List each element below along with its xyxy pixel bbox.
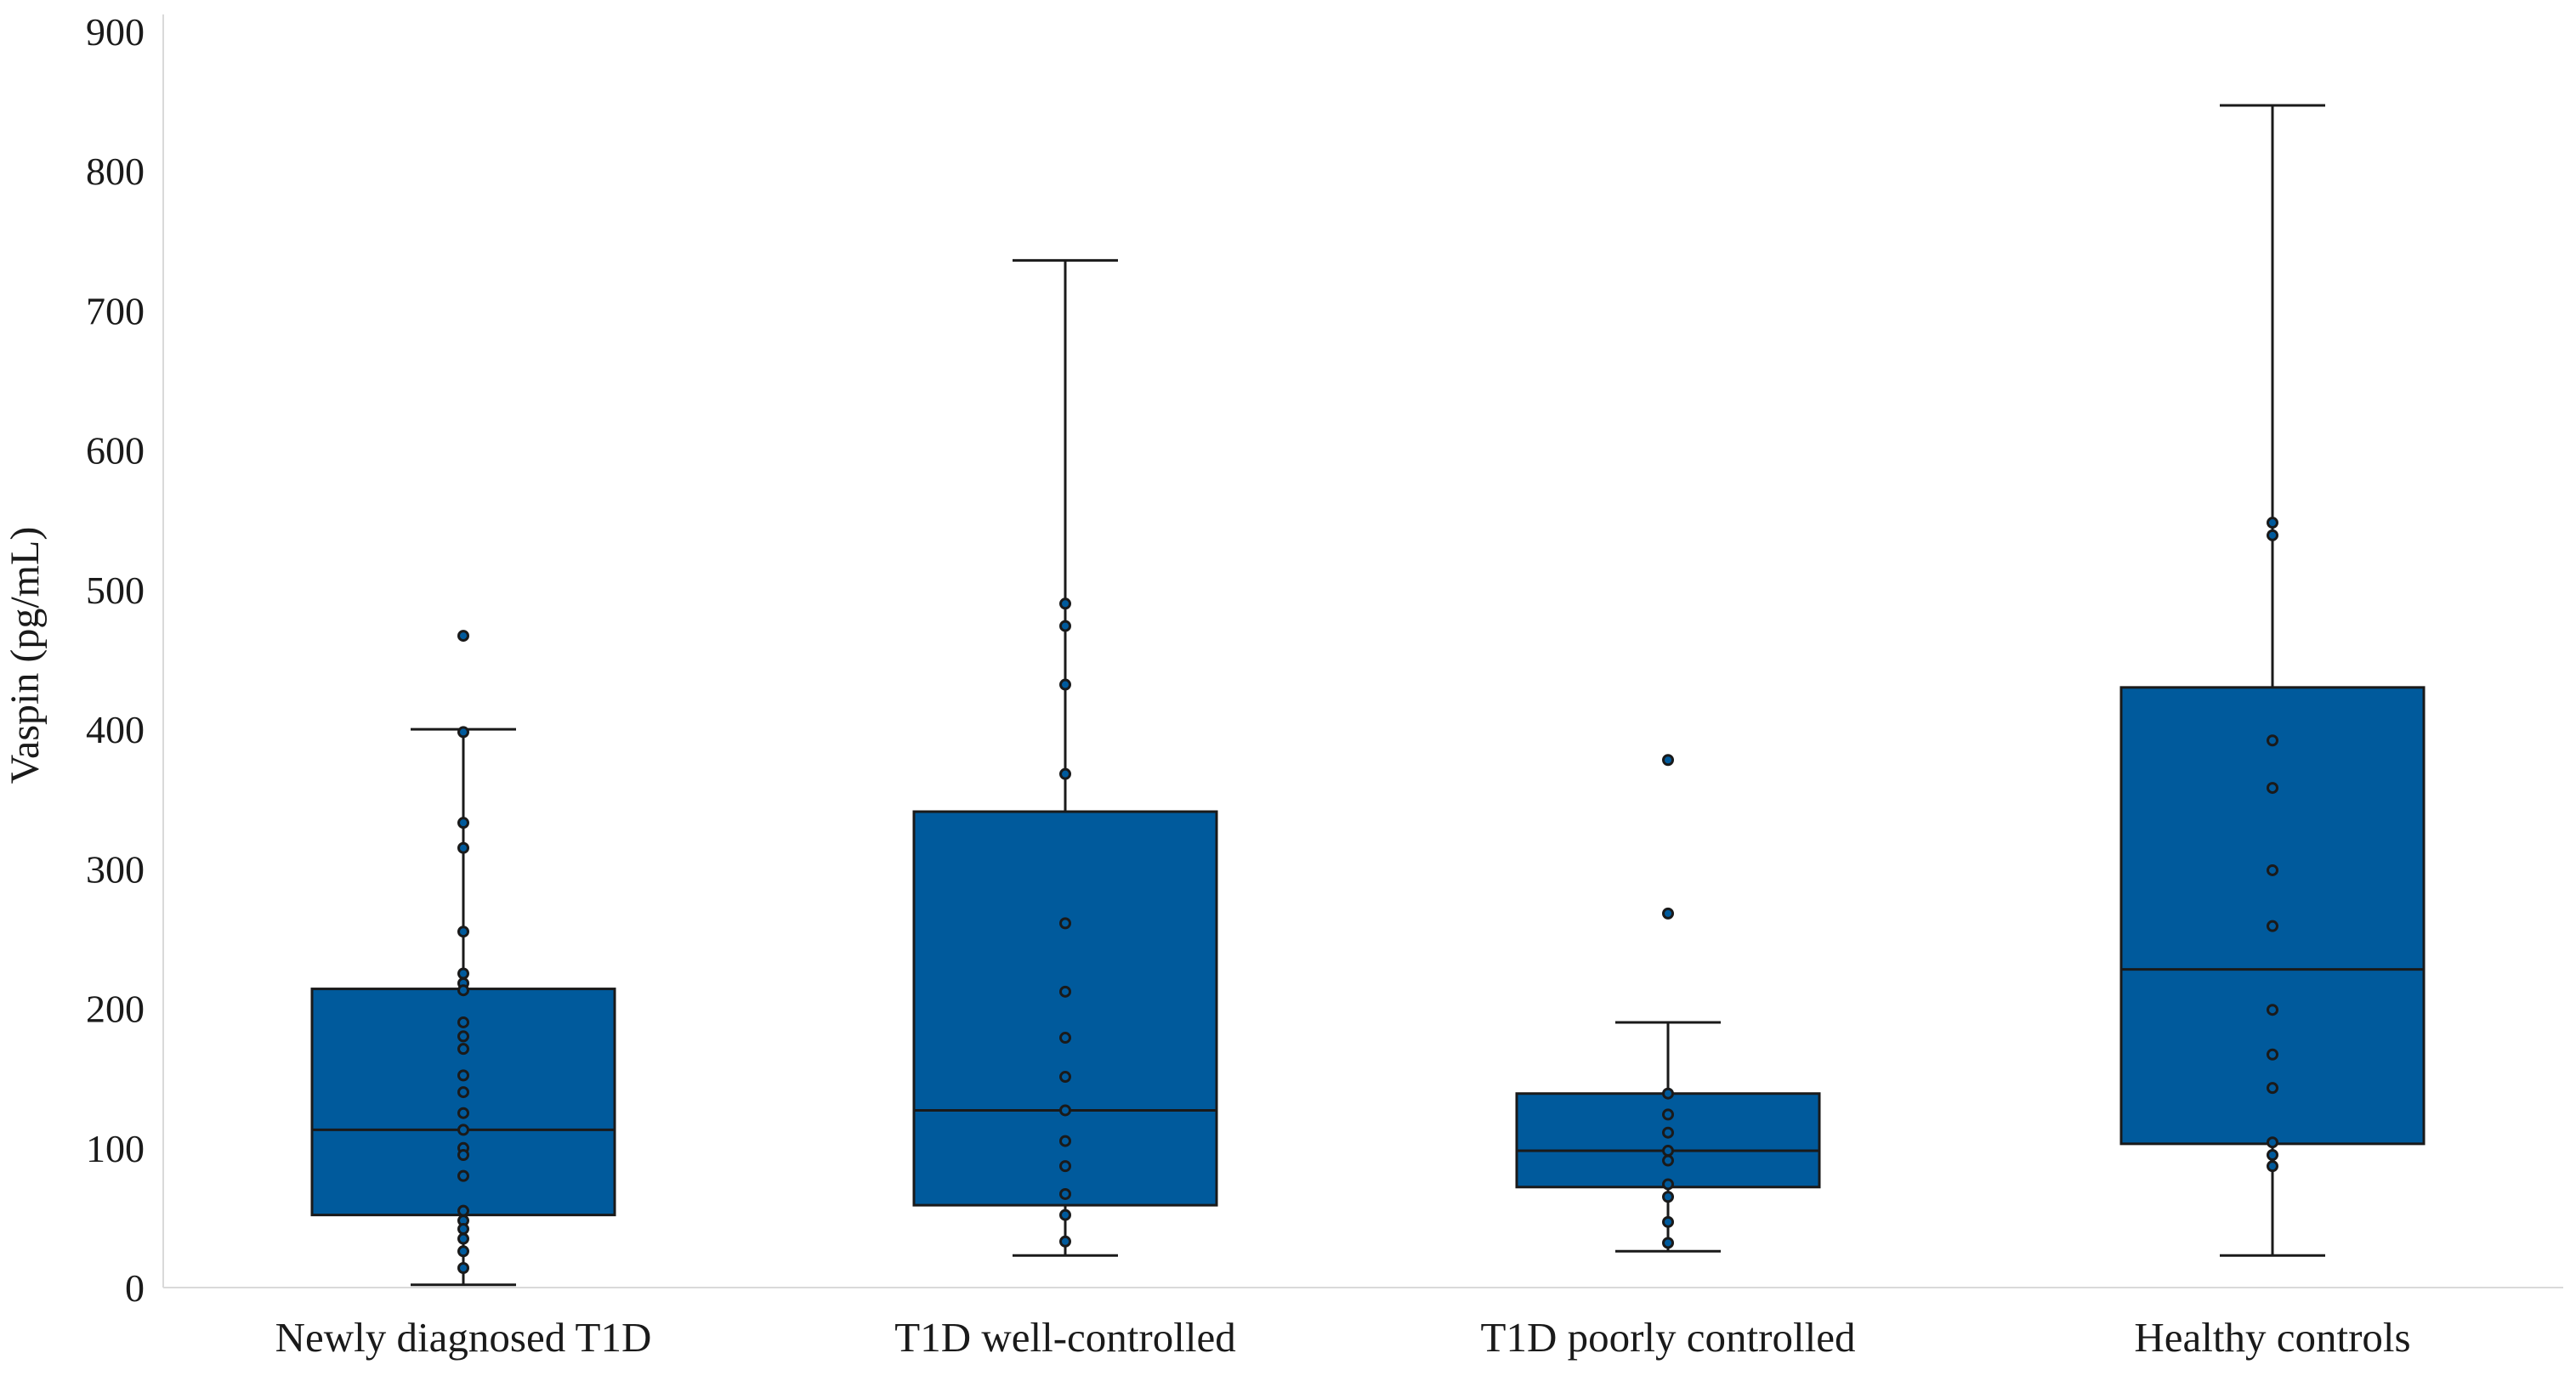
data-point <box>457 1016 469 1028</box>
y-tick-label: 800 <box>86 150 145 193</box>
data-point <box>1662 1178 1674 1191</box>
data-point <box>457 1107 469 1119</box>
data-point <box>457 841 469 854</box>
data-point <box>2267 517 2278 529</box>
y-tick-label: 700 <box>86 289 145 332</box>
data-point <box>1059 1032 1071 1044</box>
data-point <box>1059 1104 1071 1117</box>
data-point <box>2267 1048 2278 1061</box>
data-point <box>2267 1082 2278 1095</box>
data-point <box>457 1086 469 1099</box>
data-point <box>457 1245 469 1258</box>
data-point <box>1059 1160 1071 1173</box>
x-axis-tick-labels: Newly diagnosed T1D T1D well-controlled T1… <box>275 1314 2411 1361</box>
data-point <box>457 1148 469 1161</box>
data-point <box>2267 863 2278 876</box>
data-point <box>457 967 469 980</box>
data-point <box>1059 597 1071 610</box>
data-point <box>1662 907 1674 920</box>
data-point <box>457 1030 469 1043</box>
box-group <box>912 258 1218 1257</box>
box-groups <box>310 104 2426 1287</box>
x-tick-label: T1D well-controlled <box>894 1314 1235 1361</box>
data-point <box>1059 620 1071 632</box>
data-point <box>1662 1087 1674 1100</box>
y-tick-label: 900 <box>86 10 145 54</box>
data-point <box>1662 754 1674 767</box>
data-point <box>457 630 469 643</box>
x-tick-label: Healthy controls <box>2134 1314 2410 1361</box>
data-point <box>2267 1160 2278 1173</box>
y-tick-label: 200 <box>86 988 145 1031</box>
data-point <box>1662 1154 1674 1167</box>
data-point <box>1662 1108 1674 1121</box>
box-iqr <box>2119 686 2426 1146</box>
x-tick-label: T1D poorly controlled <box>1481 1314 1856 1361</box>
data-point <box>457 1204 469 1217</box>
data-point <box>2267 734 2278 747</box>
data-point <box>1059 1235 1071 1248</box>
data-point <box>2267 1136 2278 1149</box>
data-point <box>1059 1135 1071 1147</box>
y-tick-label: 600 <box>86 429 145 473</box>
data-point <box>1059 1071 1071 1084</box>
data-point <box>457 1262 469 1275</box>
y-axis-label: Vaspin (pg/mL) <box>3 527 48 784</box>
data-point <box>2267 1004 2278 1016</box>
data-point <box>457 1043 469 1056</box>
x-tick-label: Newly diagnosed T1D <box>275 1314 652 1361</box>
box-group <box>2119 104 2426 1257</box>
box-group <box>1515 754 1821 1253</box>
y-axis-ticks: 0 100 200 300 400 500 600 700 800 900 <box>86 10 145 1310</box>
data-point <box>1059 767 1071 780</box>
box-iqr <box>1515 1092 1821 1189</box>
data-point <box>1059 985 1071 998</box>
data-point <box>1662 1126 1674 1139</box>
data-point <box>2267 1148 2278 1161</box>
data-point <box>1662 1215 1674 1228</box>
box-group <box>310 630 616 1287</box>
data-point <box>457 726 469 739</box>
y-tick-label: 300 <box>86 847 145 891</box>
data-point <box>457 1232 469 1245</box>
data-point <box>1662 1191 1674 1203</box>
data-point <box>457 926 469 938</box>
data-point <box>457 984 469 997</box>
data-point <box>1662 1237 1674 1249</box>
data-point <box>457 1169 469 1182</box>
data-point <box>1059 917 1071 930</box>
data-point <box>1662 1145 1674 1158</box>
data-point <box>1059 1209 1071 1221</box>
data-point <box>2267 782 2278 795</box>
data-point <box>457 1223 469 1236</box>
data-point <box>457 1124 469 1136</box>
data-point <box>1059 678 1071 691</box>
y-tick-label: 100 <box>86 1127 145 1170</box>
data-point <box>2267 920 2278 932</box>
data-point <box>457 1069 469 1082</box>
y-tick-label: 0 <box>125 1266 145 1310</box>
y-tick-label: 500 <box>86 569 145 612</box>
data-point <box>2267 529 2278 541</box>
data-point <box>457 817 469 829</box>
y-tick-label: 400 <box>86 708 145 751</box>
data-point <box>1059 1187 1071 1200</box>
